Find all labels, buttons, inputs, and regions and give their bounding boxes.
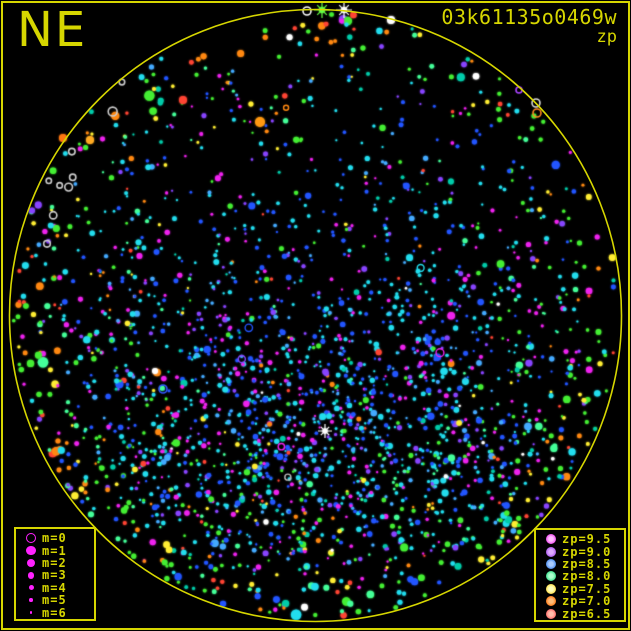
legend-row: m=3 bbox=[20, 568, 90, 583]
legend-label: m=2 bbox=[42, 555, 67, 570]
filled-dot-marker bbox=[27, 558, 35, 567]
open-circle-marker bbox=[26, 533, 36, 544]
zp-color-marker bbox=[546, 558, 556, 569]
legend-label: zp=7.5 bbox=[562, 581, 612, 596]
legend-label: m=6 bbox=[42, 605, 67, 620]
legend-label: zp=6.5 bbox=[562, 606, 612, 621]
legend-marker bbox=[20, 558, 42, 567]
legend-marker bbox=[20, 533, 42, 544]
legend-marker bbox=[20, 598, 42, 602]
zp-color-marker bbox=[546, 546, 556, 557]
legend-marker bbox=[20, 611, 42, 614]
legend-marker bbox=[20, 572, 42, 579]
legend-marker bbox=[540, 583, 562, 594]
filled-dot-marker bbox=[27, 572, 35, 579]
legend-row: m=4 bbox=[20, 580, 90, 595]
horizon-circle bbox=[8, 8, 623, 623]
zp-color-marker bbox=[546, 571, 556, 582]
legend-marker bbox=[540, 534, 562, 545]
legend-row: m=1 bbox=[20, 543, 90, 558]
legend-label: zp=8.5 bbox=[562, 556, 612, 571]
zp-color-marker bbox=[546, 596, 556, 607]
legend-label: m=1 bbox=[42, 543, 67, 558]
plot-title: 03k61135o0469w bbox=[441, 5, 617, 29]
legend-row: m=2 bbox=[20, 555, 90, 570]
filled-dot-marker bbox=[28, 585, 34, 591]
legend-label: m=5 bbox=[42, 593, 67, 608]
plot-subtitle: zp bbox=[596, 27, 617, 47]
legend-label: zp=8.0 bbox=[562, 569, 612, 584]
legend-row: zp=8.5 bbox=[540, 556, 620, 571]
legend-marker bbox=[20, 585, 42, 591]
magnitude-legend: m=0 m=1 m=2 m=3 m=4 m=5 m=6 bbox=[14, 527, 96, 621]
legend-marker bbox=[540, 558, 562, 569]
legend-row: m=0 bbox=[20, 531, 90, 546]
legend-marker bbox=[540, 571, 562, 582]
zp-color-marker bbox=[546, 534, 556, 545]
legend-row: zp=9.0 bbox=[540, 544, 620, 559]
legend-row: zp=7.5 bbox=[540, 581, 620, 596]
legend-marker bbox=[540, 608, 562, 619]
legend-label: m=4 bbox=[42, 580, 67, 595]
legend-label: m=3 bbox=[42, 568, 67, 583]
legend-label: zp=9.0 bbox=[562, 544, 612, 559]
corner-label-ne: NE bbox=[17, 2, 88, 58]
legend-row: m=6 bbox=[20, 605, 90, 620]
legend-row: m=5 bbox=[20, 593, 90, 608]
legend-marker bbox=[20, 545, 42, 556]
legend-row: zp=7.0 bbox=[540, 594, 620, 609]
filled-dot-marker bbox=[29, 598, 33, 602]
legend-row: zp=8.0 bbox=[540, 569, 620, 584]
legend-row: zp=9.5 bbox=[540, 532, 620, 547]
zp-color-marker bbox=[546, 583, 556, 594]
legend-label: m=0 bbox=[42, 531, 67, 546]
legend-label: zp=7.0 bbox=[562, 594, 612, 609]
filled-dot-marker bbox=[29, 611, 33, 614]
zp-color-marker bbox=[546, 608, 556, 619]
legend-marker bbox=[540, 546, 562, 557]
legend-label: zp=9.5 bbox=[562, 532, 612, 547]
filled-dot-marker bbox=[26, 545, 36, 556]
legend-row: zp=6.5 bbox=[540, 606, 620, 621]
title-block: 03k61135o0469w zp bbox=[441, 6, 617, 47]
legend-marker bbox=[540, 596, 562, 607]
zeropoint-legend: zp=9.5 zp=9.0 zp=8.5 zp=8.0 zp=7.5 zp=7.0 zp=6… bbox=[534, 528, 626, 622]
